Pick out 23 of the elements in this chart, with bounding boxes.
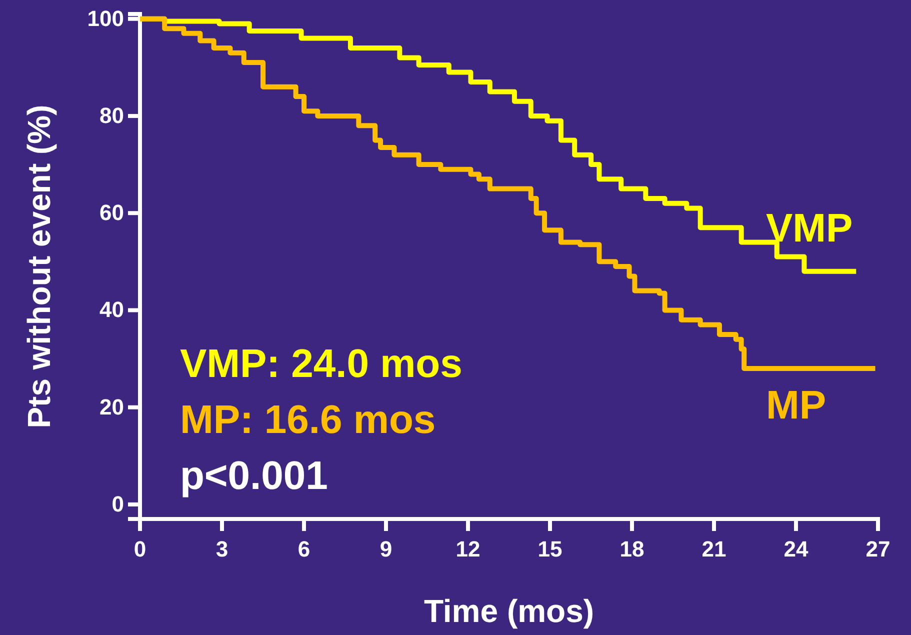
x-tick-label: 9 bbox=[380, 536, 392, 562]
y-tick-label: 20 bbox=[100, 394, 124, 420]
y-tick-label: 40 bbox=[100, 297, 124, 322]
series-label: VMP bbox=[766, 206, 853, 250]
x-tick-label: 6 bbox=[298, 536, 310, 562]
y-axis-title: Pts without event (%) bbox=[21, 104, 57, 428]
y-tick-label: 100 bbox=[87, 6, 124, 31]
series-label: MP bbox=[766, 383, 826, 428]
x-tick-label: 27 bbox=[866, 536, 890, 562]
y-tick-label: 60 bbox=[100, 200, 124, 226]
x-axis-title: Time (mos) bbox=[424, 593, 594, 629]
annotation: p<0.001 bbox=[180, 454, 328, 498]
x-tick-label: 15 bbox=[538, 536, 562, 562]
x-tick-label: 21 bbox=[702, 536, 726, 562]
y-tick-label: 80 bbox=[100, 103, 124, 128]
annotation: MP: 16.6 mos bbox=[180, 398, 436, 442]
x-tick-label: 3 bbox=[216, 536, 228, 562]
x-tick-label: 18 bbox=[620, 536, 644, 562]
x-tick-label: 0 bbox=[134, 536, 146, 562]
annotation: VMP: 24.0 mos bbox=[180, 342, 462, 386]
x-tick-label: 12 bbox=[456, 536, 480, 562]
x-tick-label: 24 bbox=[784, 536, 809, 562]
y-tick-label: 0 bbox=[112, 491, 124, 516]
